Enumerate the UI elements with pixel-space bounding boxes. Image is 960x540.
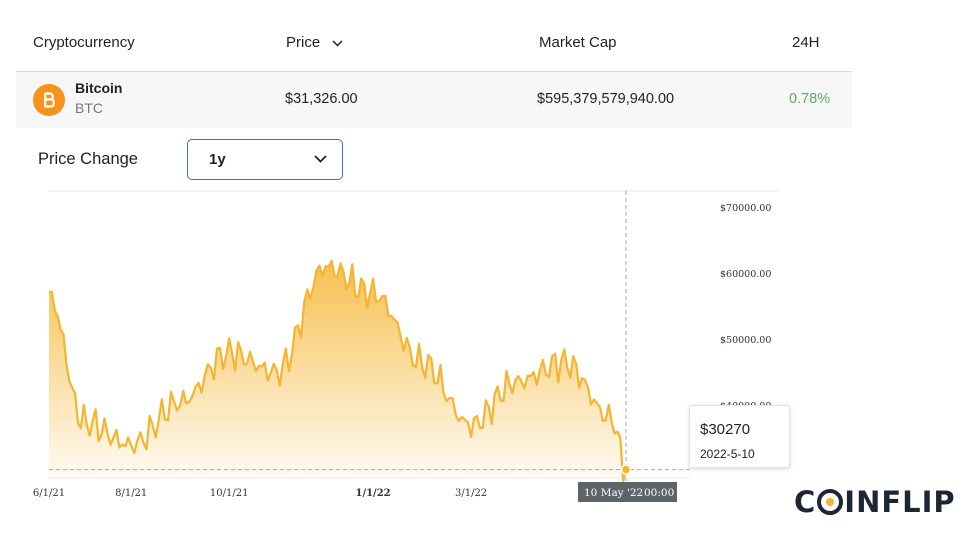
coinflip-logo: C INFLIP [794,485,956,519]
tooltip-price: $30270 [700,421,751,438]
x-tick-label: 10/1/21 [210,488,249,499]
x-tick-label: 8/1/21 [115,488,147,499]
tooltip-date: 2022-5-10 [700,447,755,461]
y-tick-label: $70000.00 [720,203,771,214]
range-select[interactable]: 1y [187,139,343,180]
price-line [48,259,628,482]
table-row[interactable]: Bitcoin BTC $31,326.00 $595,379,579,940.… [16,72,852,128]
brand-coin-icon [817,489,844,515]
brand-prefix: C [794,485,817,519]
header-price-sort[interactable]: Price [286,34,343,51]
chevron-down-icon [332,39,343,47]
x-tick-label: 3/1/22 [455,488,487,499]
header-price-label: Price [286,34,321,51]
x-tick-label: 6/1/21 [33,488,65,499]
header-cryptocurrency: Cryptocurrency [33,34,135,51]
y-tick-label: $50000.00 [720,335,771,346]
table-header: Cryptocurrency Price Market Cap 24H [16,18,852,72]
price-change-label: Price Change [38,150,138,168]
crosshair-marker [620,464,632,475]
coin-price: $31,326.00 [285,91,358,107]
price-area [49,260,626,481]
x-tick-label: 1/1/22 [355,488,390,499]
crypto-table: Cryptocurrency Price Market Cap 24H Bitc… [16,18,852,128]
crosshair-date-label: 10 May '22 00:00 [578,482,677,502]
coin-symbol: BTC [75,100,103,116]
bitcoin-icon [33,84,65,116]
price-tooltip: $30270 2022-5-10 [689,405,790,468]
brand-wordmark: C INFLIP [794,485,956,519]
range-select-value: 1y [209,151,226,168]
crosshair-time: 00:00 [644,487,674,499]
y-tick-label: $60000.00 [720,269,771,280]
coin-name: Bitcoin [75,80,123,96]
chevron-down-icon [314,155,327,163]
coin-market-cap: $595,379,579,940.00 [537,91,675,107]
brand-suffix: INFLIP [844,485,956,519]
coin-24h-change: 0.78% [789,91,831,107]
header-24h: 24H [792,34,820,51]
header-market-cap: Market Cap [539,34,617,51]
crosshair-date: 10 May '22 [584,487,643,499]
